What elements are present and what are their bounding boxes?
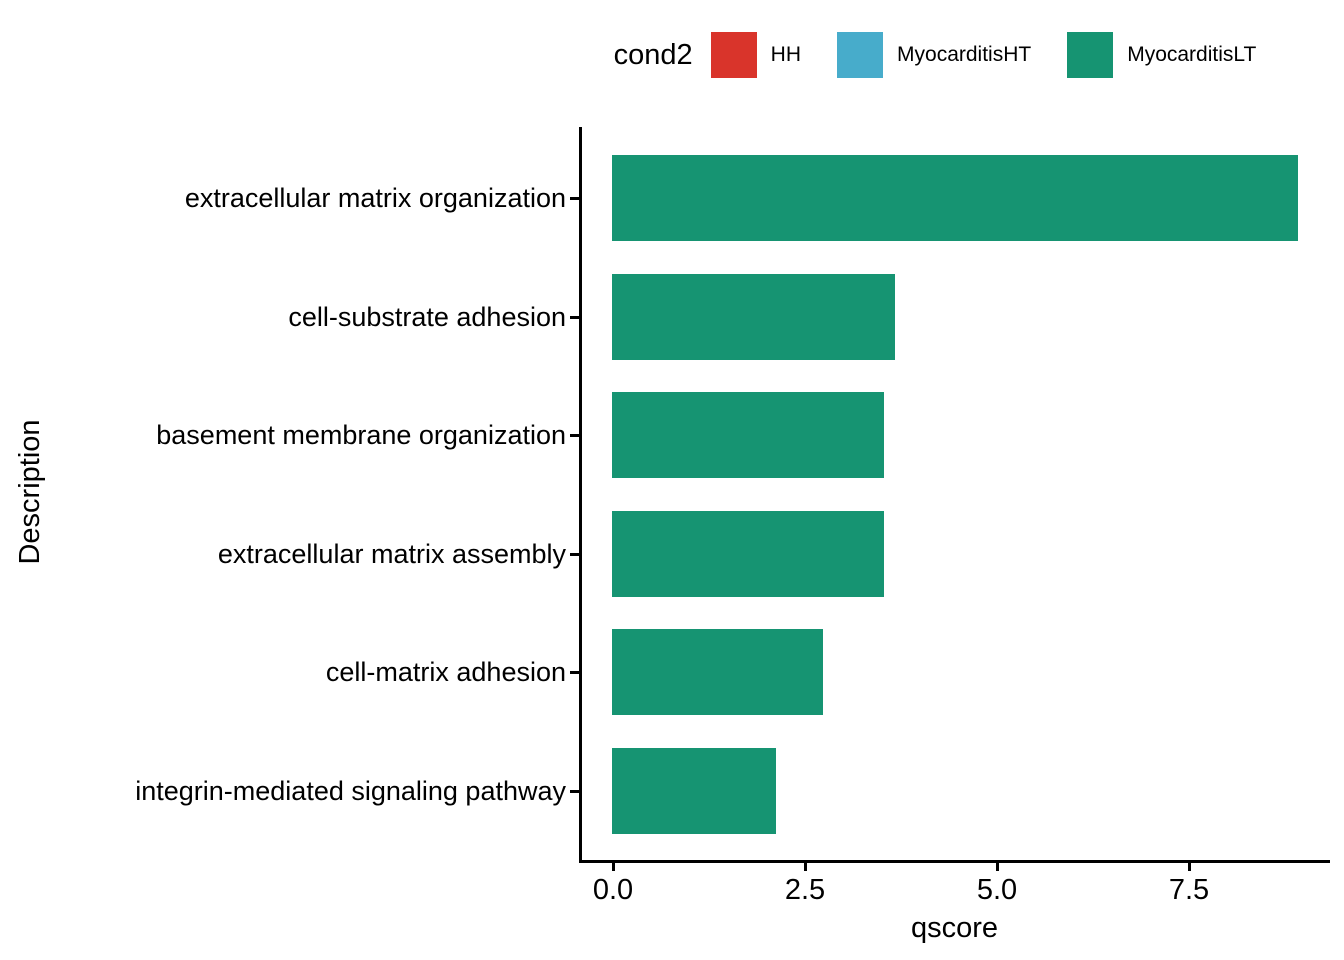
legend-item-hh: HH (710, 32, 802, 78)
y-tick-label: integrin-mediated signaling pathway (135, 775, 566, 806)
x-tick-label: 2.5 (784, 874, 826, 906)
bar-5 (612, 629, 823, 715)
y-tick (570, 197, 579, 200)
y-tick-label: cell-substrate adhesion (288, 301, 566, 332)
legend-item-myocarditis-ht: MyocarditisHT (837, 32, 1031, 78)
x-tick-label: 7.5 (1168, 874, 1210, 906)
legend: cond2 HH MyocarditisHT MyocarditisLT (540, 32, 1330, 78)
x-axis-title: qscore (910, 912, 999, 944)
y-axis-title: Description (14, 419, 46, 565)
y-tick (570, 315, 579, 319)
legend-label-myocarditis-ht: MyocarditisHT (897, 43, 1032, 66)
x-tick (804, 862, 807, 871)
bar-2 (612, 273, 895, 360)
y-axis-line (579, 127, 582, 863)
legend-swatch-hh (710, 32, 757, 78)
bar-3 (612, 392, 884, 478)
x-tick (1188, 862, 1191, 871)
y-tick-label: extracellular matrix assembly (217, 538, 566, 569)
legend-label-hh: HH (770, 43, 802, 66)
y-tick-label: cell-matrix adhesion (325, 657, 566, 687)
y-tick-label: basement membrane organization (156, 420, 566, 450)
y-tick-label: extracellular matrix organization (184, 183, 566, 213)
y-tick (570, 434, 579, 437)
legend-title: cond2 (613, 38, 693, 71)
y-tick (570, 552, 579, 556)
legend-swatch-myocarditis-ht (837, 32, 884, 78)
legend-swatch-myocarditis-lt (1067, 32, 1114, 78)
x-axis-line (579, 860, 1330, 863)
x-tick-label: 0.0 (592, 874, 634, 906)
bar-1 (612, 155, 1298, 241)
x-tick (996, 862, 999, 871)
bar-6 (612, 747, 776, 834)
x-tick (612, 862, 615, 871)
legend-label-myocarditis-lt: MyocarditisLT (1127, 43, 1257, 66)
y-tick (570, 671, 579, 674)
legend-item-myocarditis-lt: MyocarditisLT (1067, 32, 1256, 78)
bar-4 (612, 510, 884, 597)
x-tick-label: 5.0 (976, 874, 1018, 906)
y-tick (570, 789, 579, 793)
